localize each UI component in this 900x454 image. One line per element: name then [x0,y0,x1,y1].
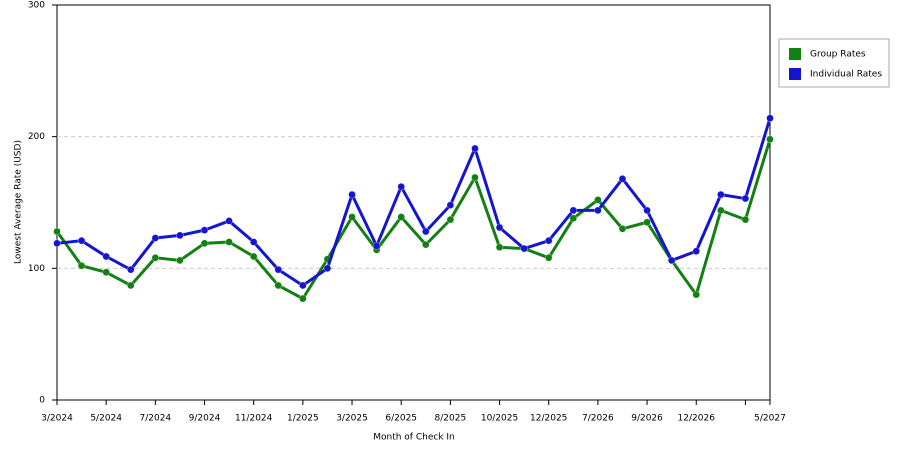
data-point [323,264,332,273]
data-point [274,281,283,290]
data-point [397,182,405,191]
data-point [225,238,233,246]
data-point [471,144,479,153]
data-point [495,243,504,252]
data-point [127,281,135,290]
data-point [200,226,209,234]
x-tick-label: 3/2025 [336,414,368,424]
data-point [397,213,405,221]
x-tick-label: 7/2024 [140,414,172,424]
data-point [569,214,578,223]
data-point [372,242,381,250]
data-point [102,252,110,261]
data-point [471,173,479,182]
data-point [176,256,184,265]
data-point [741,215,750,224]
data-point [594,196,602,204]
data-point [151,254,160,262]
data-point [692,247,700,255]
x-tick-label: 12/2025 [530,414,567,424]
data-point [77,236,86,245]
data-point [422,240,430,249]
data-point [766,135,774,144]
data-point [127,265,135,274]
data-point [618,225,627,233]
x-tick-label: 7/2026 [582,414,614,424]
data-point [741,194,750,203]
data-point [495,223,504,232]
data-point [766,114,774,122]
y-tick-label: 200 [28,132,45,142]
data-point [53,239,61,248]
data-point [200,239,209,248]
series-line [55,138,772,301]
x-tick-label: 9/2026 [631,414,663,424]
x-tick-label: 10/2025 [481,414,518,424]
x-tick-label: 5/2024 [90,414,122,424]
data-point [249,252,258,261]
data-point [422,227,430,236]
data-point [348,190,356,199]
data-point [717,206,725,215]
data-point [692,290,700,299]
data-point [667,256,676,265]
data-point [446,201,455,209]
data-point [249,238,258,246]
x-tick-label: 6/2025 [385,414,417,424]
x-tick-label: 5/2027 [754,414,786,424]
x-tick-label: 9/2024 [189,414,221,424]
data-point [102,268,110,277]
y-tick-label: 100 [28,264,45,274]
data-point [299,294,307,303]
data-point [544,236,553,245]
data-point [569,206,578,215]
data-point [176,231,184,240]
data-point [643,218,651,226]
y-axis-label: Lowest Average Rate (USD) [14,140,24,264]
x-tick-label: 12/2026 [678,414,716,424]
data-point [618,175,627,183]
data-point [299,281,307,290]
data-point [225,217,233,225]
data-point [446,215,455,224]
legend-swatch [789,48,801,60]
data-point [77,261,86,270]
data-point [53,227,61,236]
data-point [520,244,528,253]
series-line [56,117,772,287]
x-tick-label: 3/2024 [41,414,73,424]
y-tick-label: 0 [39,396,45,406]
data-point [274,265,283,274]
legend-swatch [789,68,801,80]
y-tick-label: 300 [28,1,45,11]
x-tick-label: 11/2024 [235,414,273,424]
x-axis-label: Month of Check In [373,433,455,443]
x-tick-label: 8/2025 [435,414,467,424]
legend-label: Individual Rates [810,70,882,80]
data-point [151,234,160,242]
data-point [717,190,725,199]
legend-label: Group Rates [810,50,866,60]
data-point [544,254,553,262]
data-point [348,213,356,221]
data-point [643,206,651,215]
plot-frame [56,4,771,401]
data-point [594,206,602,215]
x-tick-label: 1/2025 [287,414,319,424]
